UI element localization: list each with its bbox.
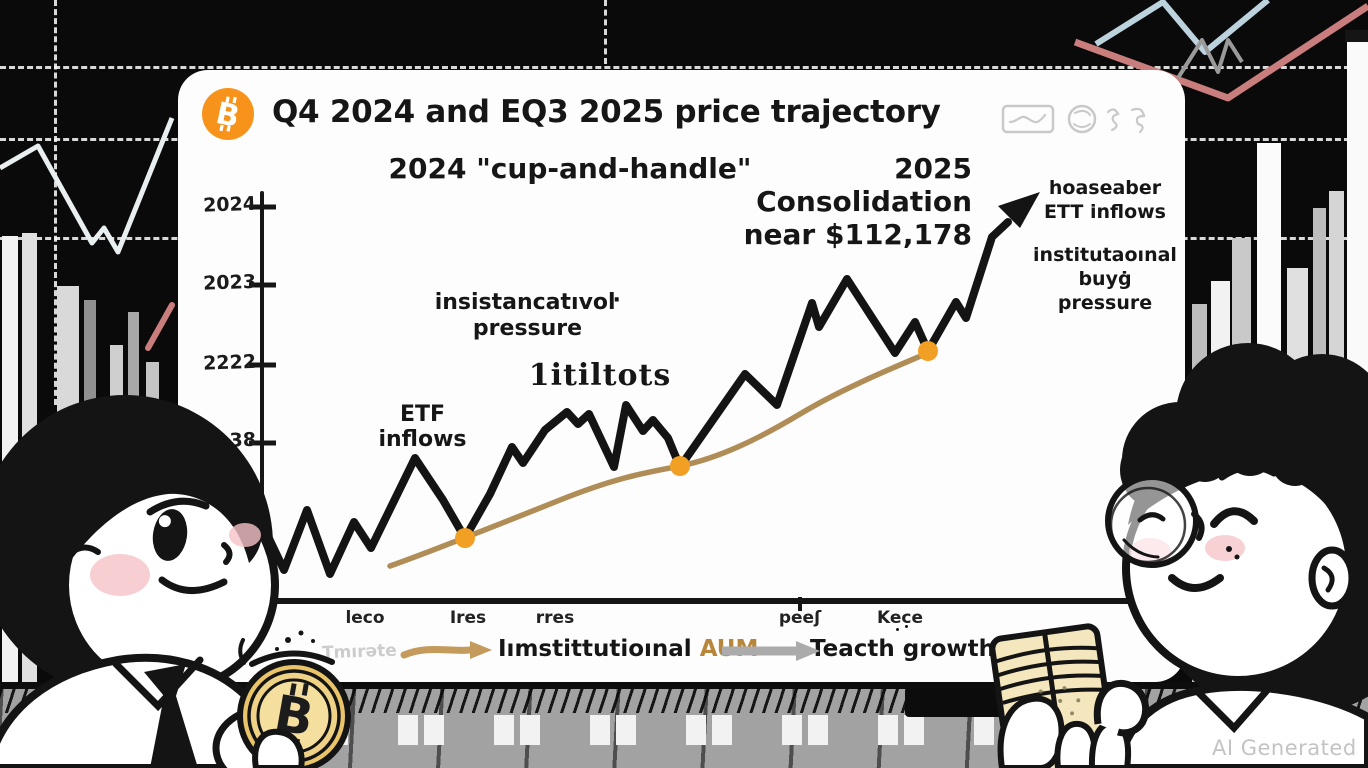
gray-zigzag-line: [1176, 38, 1244, 80]
keyboard-hatch-marks: [0, 689, 1368, 713]
subtitle-2025-line2: near $112,178: [743, 218, 972, 251]
faint-toolbar-icons: [1001, 104, 1146, 134]
legend-aum-text: AUM: [699, 636, 759, 662]
ai-generated-watermark: AI Generated: [1212, 736, 1357, 760]
annotation-text: hoaseaber: [1048, 177, 1162, 199]
chart-card: B Q4 2024 and EQ3 2025 price trajectory: [178, 70, 1185, 682]
coin-doodle-icon: [1067, 104, 1097, 134]
annotation-script-label: 1itiltots: [528, 358, 672, 393]
ink-dot: [905, 625, 908, 628]
annotation-text: ETT inflows: [1044, 201, 1166, 223]
white-zigzag-line: [0, 117, 175, 255]
subtitle-2025-line1: 2025 Consolidation: [756, 152, 972, 218]
legend-teach-growth: Teacth growth: [810, 636, 995, 662]
annotation-etf-inflows-right: hoaseaber ETT inflows: [1030, 176, 1180, 224]
pink-line-segment: [145, 302, 175, 351]
annotation-etf-inflows-left: ETF inflows: [370, 402, 475, 452]
dashed-grid-line: [0, 66, 1368, 69]
annotation-text: institutaoınal: [1033, 244, 1177, 266]
bitcoin-logo-icon: B: [202, 88, 254, 140]
scribble-icon: [1106, 107, 1146, 134]
annotation-text: buyġ pressure: [1057, 268, 1153, 314]
subtitle-2025-consolidation: 2025 Consolidation near $112,178: [700, 152, 972, 251]
keyboard-strip: [0, 682, 1368, 768]
keyboard-black-blob: [905, 687, 1085, 717]
keyboard-white-keys: [0, 715, 1368, 745]
blue-zigzag-line: [1094, 0, 1270, 55]
legend-institutional-aum: Iımstittutioınal AUM: [498, 636, 758, 662]
legend-faint-label: Tmırəte: [321, 640, 398, 664]
subtitle-2024-cup-and-handle: 2024 "cup-and-handle": [388, 152, 752, 185]
ink-dot: [896, 628, 899, 631]
annotation-institutional-buy-pressure: institutaoınal buyġ pressure: [1030, 243, 1180, 315]
annotation-text: pressure: [472, 316, 583, 341]
dashed-grid-line: [604, 0, 607, 64]
pink-v-line: [1073, 3, 1368, 102]
dashed-grid-line: [54, 0, 57, 405]
annotation-text: insistancatıvoŀ: [434, 290, 621, 315]
legend-institutional-text: Iımstittutioınal: [498, 636, 692, 662]
annotation-pressure: insistancatıvoŀ pressure: [420, 290, 635, 342]
page-title: Q4 2024 and EQ3 2025 price trajectory: [272, 94, 941, 130]
annotation-text: ETF: [399, 402, 446, 427]
left-background-bars: [2, 233, 159, 684]
keyboard-top-band: [0, 682, 1368, 689]
annotation-text: inflows: [378, 427, 467, 452]
right-background-bars: [1192, 30, 1368, 684]
mini-chart-icon: [1001, 104, 1055, 134]
